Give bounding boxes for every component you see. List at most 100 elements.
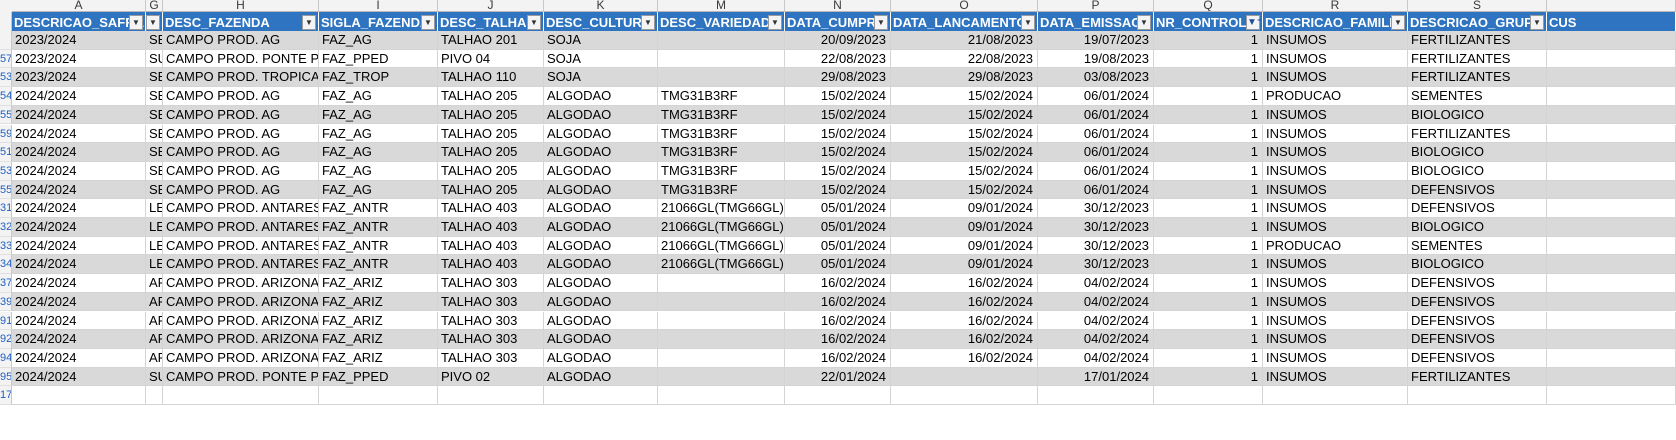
cell-cus[interactable] (1547, 311, 1676, 331)
cell-descricao-grupo[interactable]: DEFENSIVOS (1408, 199, 1547, 218)
cell-desc-fazenda[interactable]: CAMPO PROD. ANTARES (163, 199, 319, 218)
cell-desc-variedade[interactable] (658, 31, 785, 50)
column-letter-s[interactable]: S (1408, 0, 1547, 12)
cell-descricao-safra[interactable]: 2024/2024 (12, 124, 146, 144)
cell-desc-variedade[interactable] (658, 311, 785, 331)
cell-data-cumpr[interactable]: 15/02/2024 (785, 143, 891, 162)
cell-descricao-familia[interactable]: INSUMOS (1263, 31, 1408, 50)
column-letter-h[interactable]: H (163, 0, 319, 12)
field-header-descricao-familia[interactable]: DESCRICAO_FAMILIA ▼ (1263, 12, 1408, 34)
cell-g[interactable]: LES (146, 199, 163, 218)
cell-desc-talhao[interactable]: TALHAO 303 (438, 274, 544, 293)
column-letter-g[interactable]: G (146, 0, 163, 12)
cell-sigla-fazenda[interactable]: FAZ_AG (319, 143, 438, 162)
cell-descricao-safra[interactable]: 2024/2024 (12, 292, 146, 312)
column-letter-k[interactable]: K (544, 0, 658, 12)
cell-data-emissao[interactable]: 06/01/2024 (1038, 161, 1154, 181)
cell-desc-variedade[interactable]: TMG31B3RF (658, 161, 785, 181)
row-number[interactable] (0, 31, 12, 50)
cell-data-cumpr[interactable]: 16/02/2024 (785, 292, 891, 312)
cell-sigla-fazenda[interactable]: FAZ_ARIZ (319, 311, 438, 331)
column-letter-j[interactable]: J (438, 0, 544, 12)
row-number[interactable]: 92 (0, 330, 12, 349)
cell-nr-controle[interactable] (1154, 386, 1263, 405)
cell-desc-cultura[interactable]: ALGODAO (544, 311, 658, 331)
row-number[interactable]: 54 (0, 87, 12, 106)
cell-desc-variedade[interactable] (658, 292, 785, 312)
row-number[interactable]: 51 (0, 143, 12, 162)
cell-data-emissao[interactable]: 06/01/2024 (1038, 180, 1154, 200)
cell-data-lancamento[interactable]: 21/08/2023 (891, 31, 1038, 50)
cell-nr-controle[interactable]: 1 (1154, 367, 1263, 387)
filter-dropdown-icon[interactable]: ▼ (1391, 15, 1405, 30)
cell-sigla-fazenda[interactable]: FAZ_AG (319, 31, 438, 50)
row-number[interactable]: 53 (0, 68, 12, 88)
cell-sigla-fazenda[interactable]: FAZ_ANTR (319, 218, 438, 237)
cell-descricao-familia[interactable]: INSUMOS (1263, 367, 1408, 387)
cell-sigla-fazenda[interactable]: FAZ_ANTR (319, 255, 438, 275)
cell-desc-variedade[interactable] (658, 386, 785, 405)
field-header-desc-fazenda[interactable]: DESC_FAZENDA ▼ (163, 12, 319, 34)
cell-descricao-grupo[interactable]: DEFENSIVOS (1408, 292, 1547, 312)
cell-sigla-fazenda[interactable]: FAZ_PPED (319, 367, 438, 387)
cell-nr-controle[interactable]: 1 (1154, 199, 1263, 218)
cell-g[interactable]: SE (146, 124, 163, 144)
cell-descricao-grupo[interactable] (1408, 386, 1547, 405)
cell-descricao-safra[interactable]: 2023/2024 (12, 49, 146, 69)
cell-descricao-grupo[interactable]: BIOLOGICO (1408, 161, 1547, 181)
cell-desc-cultura[interactable]: ALGODAO (544, 236, 658, 256)
cell-descricao-grupo[interactable]: SEMENTES (1408, 236, 1547, 256)
cell-descricao-familia[interactable]: INSUMOS (1263, 292, 1408, 312)
cell-descricao-safra[interactable]: 2024/2024 (12, 218, 146, 237)
cell-descricao-familia[interactable] (1263, 386, 1408, 405)
cell-data-cumpr[interactable]: 16/02/2024 (785, 348, 891, 368)
cell-data-cumpr[interactable] (785, 386, 891, 405)
cell-data-emissao[interactable]: 19/08/2023 (1038, 49, 1154, 69)
cell-desc-talhao[interactable]: PIVO 04 (438, 49, 544, 69)
cell-data-cumpr[interactable]: 22/01/2024 (785, 367, 891, 387)
cell-data-emissao[interactable]: 04/02/2024 (1038, 274, 1154, 293)
cell-cus[interactable] (1547, 124, 1676, 144)
cell-desc-fazenda[interactable]: CAMPO PROD. ANTARES (163, 218, 319, 237)
cell-nr-controle[interactable]: 1 (1154, 87, 1263, 106)
cell-desc-fazenda[interactable]: CAMPO PROD. AG (163, 180, 319, 200)
cell-desc-fazenda[interactable]: CAMPO PROD. ANTARES (163, 255, 319, 275)
cell-descricao-familia[interactable]: INSUMOS (1263, 199, 1408, 218)
cell-data-emissao[interactable]: 17/01/2024 (1038, 367, 1154, 387)
cell-descricao-familia[interactable]: INSUMOS (1263, 105, 1408, 125)
row-number[interactable]: 37 (0, 274, 12, 293)
cell-cus[interactable] (1547, 218, 1676, 237)
cell-desc-cultura[interactable]: ALGODAO (544, 124, 658, 144)
cell-desc-fazenda[interactable]: CAMPO PROD. AG (163, 105, 319, 125)
cell-g[interactable]: LES (146, 255, 163, 275)
cell-desc-variedade[interactable]: TMG31B3RF (658, 124, 785, 144)
filter-dropdown-icon[interactable]: ▼ (641, 15, 655, 30)
cell-desc-talhao[interactable]: TALHAO 201 (438, 31, 544, 50)
cell-data-emissao[interactable] (1038, 386, 1154, 405)
cell-g[interactable]: SU (146, 49, 163, 69)
cell-cus[interactable] (1547, 49, 1676, 69)
cell-desc-variedade[interactable] (658, 330, 785, 349)
cell-desc-talhao[interactable]: TALHAO 403 (438, 199, 544, 218)
cell-desc-cultura[interactable]: ALGODAO (544, 143, 658, 162)
cell-descricao-safra[interactable]: 2024/2024 (12, 236, 146, 256)
field-header-g[interactable]: G▼ (146, 12, 163, 34)
cell-desc-variedade[interactable] (658, 367, 785, 387)
field-header-nr-controle[interactable]: NR_CONTROLE ▼⁼ (1154, 12, 1263, 34)
cell-descricao-familia[interactable]: INSUMOS (1263, 124, 1408, 144)
cell-data-lancamento[interactable]: 15/02/2024 (891, 105, 1038, 125)
row-number[interactable]: 53 (0, 161, 12, 181)
filter-dropdown-icon[interactable]: ▼ (768, 15, 782, 30)
cell-cus[interactable] (1547, 274, 1676, 293)
cell-nr-controle[interactable]: 1 (1154, 180, 1263, 200)
cell-desc-talhao[interactable]: TALHAO 205 (438, 143, 544, 162)
